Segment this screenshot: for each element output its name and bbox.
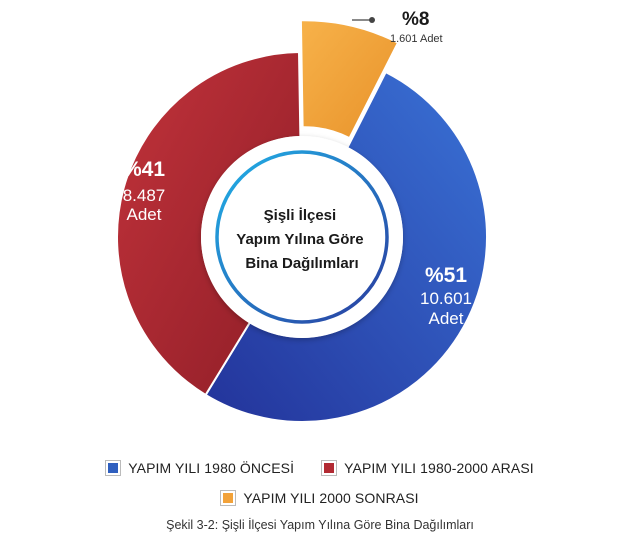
slice-blue-unit: Adet: [429, 309, 464, 328]
figure-caption: Şekil 3-2: Şişli İlçesi Yapım Yılına Gör…: [166, 518, 474, 532]
legend-label: YAPIM YILI 1980-2000 ARASI: [344, 460, 534, 476]
slice-red-percent: %41: [123, 158, 165, 181]
center-ring: [215, 150, 389, 324]
legend-row-1: YAPIM YILI 1980 ÖNCESİ YAPIM YILI 1980-2…: [0, 460, 640, 476]
legend-row-2: YAPIM YILI 2000 SONRASI: [0, 490, 640, 506]
legend-label: YAPIM YILI 2000 SONRASI: [243, 490, 419, 506]
chart-title-line-1: Şişli İlçesi: [264, 207, 337, 224]
slice-2000-sonrasi: [299, 19, 400, 140]
legend-swatch-red: [321, 460, 338, 476]
callout-dot: [369, 17, 375, 23]
slice-red-count: 8.487: [123, 186, 166, 205]
slice-orange-count: 1.601 Adet: [390, 33, 443, 45]
legend-item-1980-2000-arasi: YAPIM YILI 1980-2000 ARASI: [321, 460, 534, 476]
chart-title-line-3: Bina Dağılımları: [245, 255, 358, 272]
slice-red-unit: Adet: [127, 205, 162, 224]
chart-title: Şişli İlçesi Yapım Yılına Göre Bina Dağı…: [236, 207, 367, 272]
donut-chart: Şişli İlçesi Yapım Yılına Göre Bina Dağı…: [116, 9, 488, 424]
donut-hole: [201, 136, 403, 338]
slice-blue-count: 10.601: [420, 289, 472, 308]
slice-orange-percent: %8: [402, 9, 429, 30]
legend-swatch-orange: [220, 490, 237, 506]
legend-swatch-blue: [105, 460, 122, 476]
legend-label: YAPIM YILI 1980 ÖNCESİ: [128, 460, 295, 476]
legend-item-1980-oncesi: YAPIM YILI 1980 ÖNCESİ: [105, 460, 295, 476]
slice-blue-percent: %51: [425, 264, 467, 287]
chart-title-line-2: Yapım Yılına Göre: [236, 231, 363, 248]
legend-item-2000-sonrasi: YAPIM YILI 2000 SONRASI: [220, 490, 419, 506]
